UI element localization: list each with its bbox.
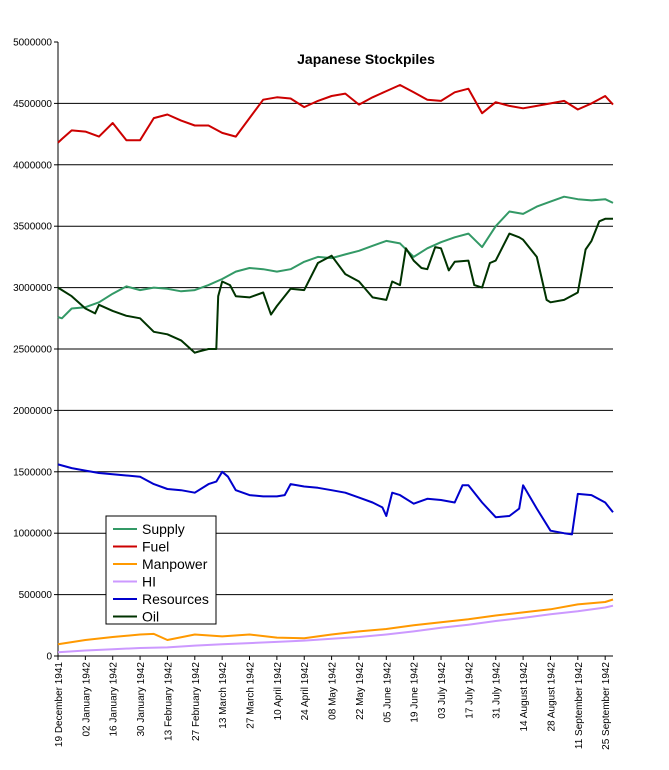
series-line-manpower [57, 598, 614, 646]
series-lines [57, 84, 614, 654]
x-tick-label: 05 June 1942 [382, 662, 393, 723]
y-tick-label: 4000000 [13, 160, 52, 171]
x-tick-label: 27 March 1942 [246, 662, 257, 729]
y-tick-label: 2000000 [13, 406, 52, 417]
series-line-oil [57, 217, 613, 354]
x-tick-label: 10 April 1942 [273, 662, 284, 721]
x-tick-label: 13 March 1942 [218, 662, 229, 729]
y-tick-label: 1500000 [13, 467, 52, 478]
y-tick-label: 500000 [19, 590, 53, 601]
x-tick-label: 19 December 1941 [54, 662, 65, 747]
x-tick-label: 31 July 1942 [492, 662, 503, 719]
y-tick-label: 3500000 [13, 222, 52, 233]
y-axis-ticks: 0 500000 1000000 1500000 2000000 2500000 30000… [13, 38, 58, 663]
x-tick-label: 11 September 1942 [574, 662, 585, 750]
legend-label-supply: Supply [142, 521, 185, 537]
y-tick-label: 5000000 [13, 38, 52, 49]
series-line-hi [57, 604, 614, 654]
x-tick-label: 22 May 1942 [355, 662, 366, 720]
series-line-resources [57, 463, 614, 536]
y-tick-label: 2500000 [13, 345, 52, 356]
x-tick-label: 25 September 1942 [601, 662, 612, 750]
x-tick-label: 16 January 1942 [109, 662, 120, 737]
x-tick-label: 28 August 1942 [546, 662, 557, 732]
x-tick-label: 14 August 1942 [519, 662, 530, 732]
x-axis-ticks: 19 December 1941 02 January 1942 16 Januar… [54, 656, 612, 750]
x-tick-label: 17 July 1942 [464, 662, 475, 719]
y-tick-label: 4500000 [13, 99, 52, 110]
legend-label-resources: Resources [142, 591, 209, 607]
y-tick-label: 3000000 [13, 283, 52, 294]
y-tick-label: 0 [46, 652, 52, 663]
x-tick-label: 08 May 1942 [328, 662, 339, 720]
legend-label-hi: HI [142, 574, 156, 590]
x-tick-label: 30 January 1942 [136, 662, 147, 737]
x-tick-label: 03 July 1942 [437, 662, 448, 719]
chart-title: Japanese Stockpiles [297, 51, 435, 67]
legend-box [105, 515, 217, 625]
x-tick-label: 27 February 1942 [191, 662, 202, 741]
x-tick-label: 19 June 1942 [410, 662, 421, 723]
y-tick-label: 1000000 [13, 529, 52, 540]
x-tick-label: 24 April 1942 [300, 662, 311, 721]
x-tick-label: 02 January 1942 [81, 662, 92, 737]
legend-label-fuel: Fuel [142, 539, 169, 555]
series-line-supply [57, 195, 614, 320]
legend-label-manpower: Manpower [142, 556, 208, 572]
x-tick-label: 13 February 1942 [163, 662, 174, 741]
legend-label-oil: Oil [142, 609, 159, 625]
series-line-fuel [57, 84, 614, 144]
